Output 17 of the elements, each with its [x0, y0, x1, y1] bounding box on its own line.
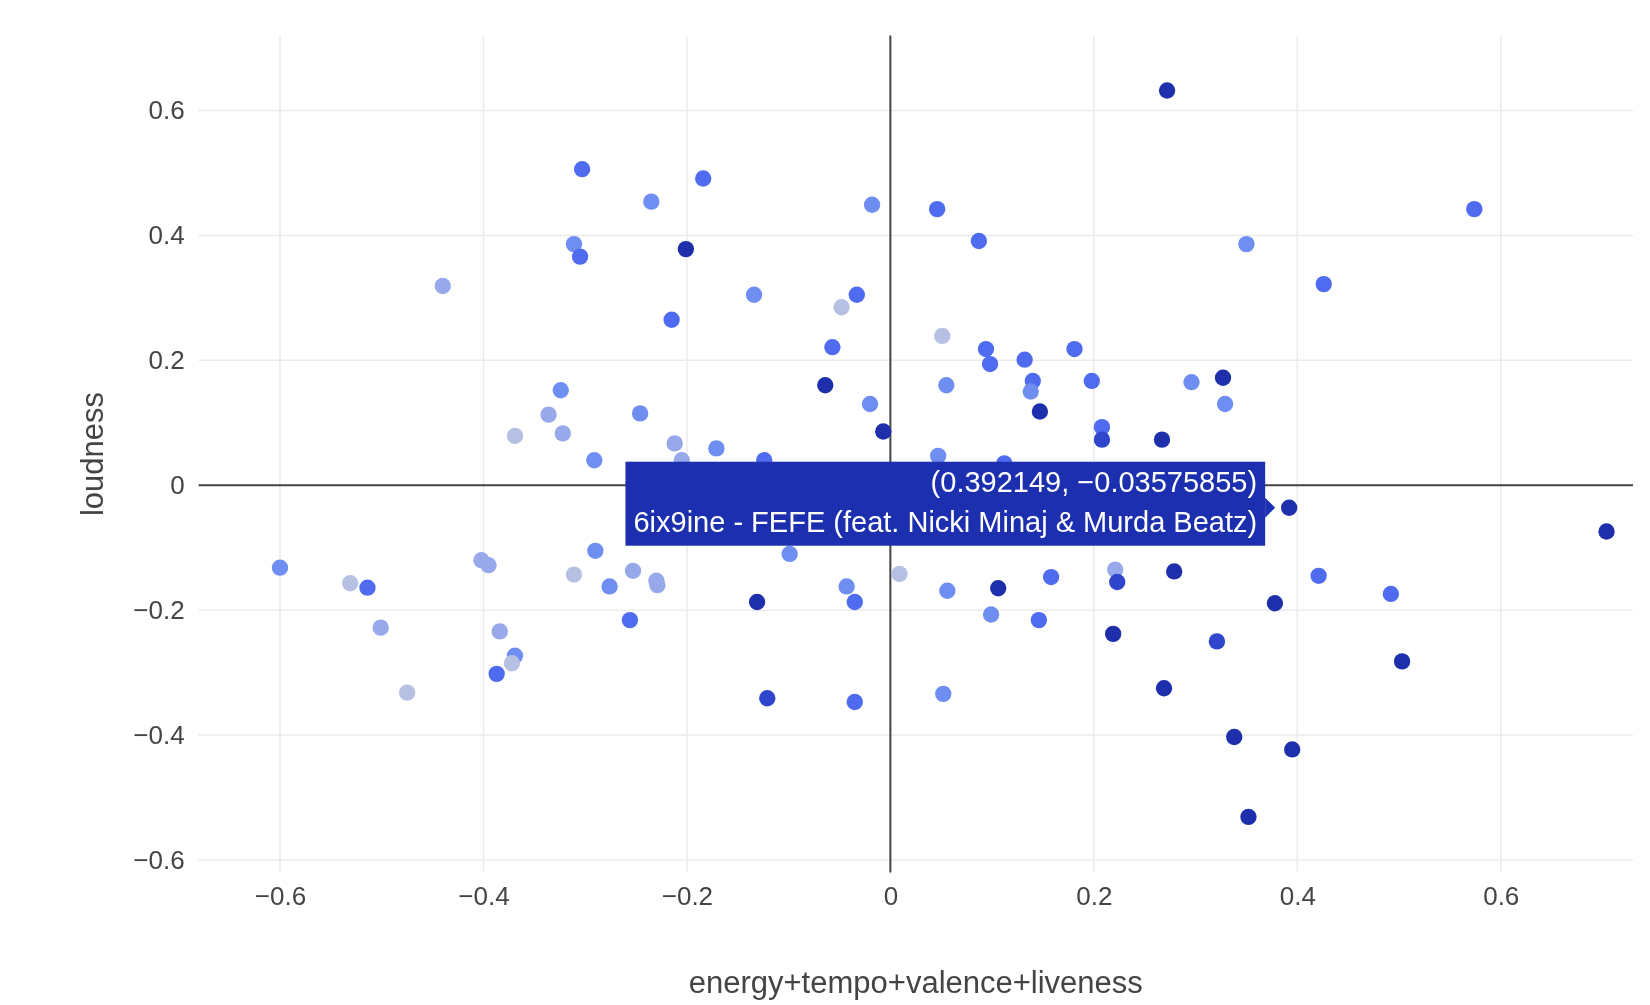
x-tick-label: 0.2	[1076, 880, 1113, 911]
y-tick-label: −0.2	[133, 594, 185, 625]
x-tick-label: 0	[883, 880, 899, 911]
y-tick-label: −0.4	[133, 719, 185, 750]
x-axis-title: energy+tempo+valence+liveness	[688, 965, 1143, 1000]
y-axis-title: loudness	[75, 391, 110, 517]
y-tick-label: −0.6	[133, 844, 185, 875]
y-tick-label: 0	[170, 470, 185, 501]
x-tick-label: −0.4	[458, 880, 510, 911]
x-tick-label: 0.4	[1279, 880, 1316, 911]
y-tick-label: 0.2	[148, 345, 185, 376]
annotation: (0.392149, −0.03575855) 6ix9ine - FEFE (feat. Nicki Minaj & Murda Beatz)	[633, 465, 1258, 538]
x-tick-label: −0.2	[661, 880, 714, 911]
x-tick-label: 0.6	[1483, 880, 1520, 911]
x-tick-label: −0.6	[254, 880, 307, 911]
y-tick-label: 0.6	[148, 95, 185, 126]
y-tick-label: 0.4	[148, 220, 185, 251]
